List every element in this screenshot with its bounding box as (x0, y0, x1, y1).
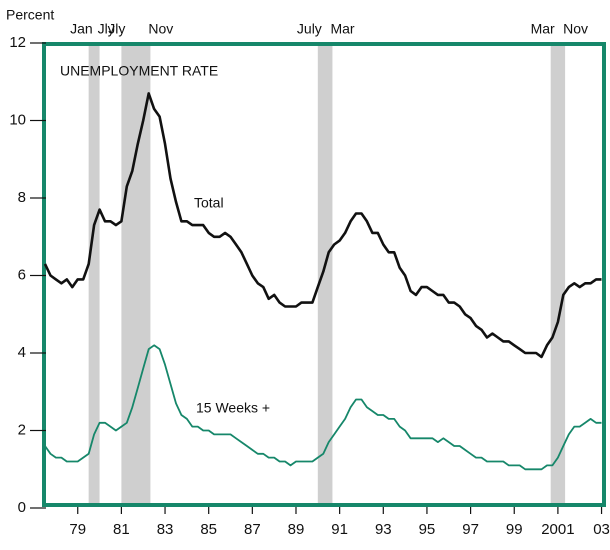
series-label: Total (194, 195, 224, 211)
y-tick-label: 6 (18, 266, 26, 283)
frame (42, 42, 606, 507)
recession-band (121, 44, 151, 505)
recession-end-label: Nov (148, 21, 173, 37)
series-line (43, 92, 602, 359)
x-tick-label: 97 (462, 521, 479, 538)
x-tick-label: 95 (419, 521, 436, 538)
x-tick-label: 93 (375, 521, 392, 538)
recession-end-label: Jly (98, 21, 115, 37)
recession-start-label: July (297, 21, 322, 37)
recession-band (550, 44, 566, 505)
series-label: 15 Weeks + (196, 400, 270, 416)
x-tick-label: 79 (69, 521, 86, 538)
y-tick-label: 0 (18, 499, 26, 516)
x-tick-label: 85 (200, 521, 217, 538)
recession-band (317, 44, 333, 505)
x-tick-label: 99 (506, 521, 523, 538)
x-tick-label: 91 (331, 521, 348, 538)
x-tick-label: 03 (593, 521, 610, 538)
chart-title: UNEMPLOYMENT RATE (60, 63, 218, 79)
x-tick-label: 83 (157, 521, 174, 538)
x-tick-label: 2001 (541, 521, 574, 538)
recession-start-label: Mar (531, 21, 555, 37)
x-tick-label: 87 (244, 521, 261, 538)
y-tick-label: 2 (18, 421, 26, 438)
series-line (44, 344, 602, 471)
y-tick-label: 12 (9, 34, 26, 51)
recession-start-label: Jan (70, 21, 93, 37)
x-tick-label: 81 (113, 521, 130, 538)
recession-band (88, 44, 100, 505)
recession-start-label: Jly (108, 21, 125, 37)
recession-end-label: Nov (563, 21, 588, 37)
y-axis-label: Percent (6, 7, 54, 23)
recession-end-label: Mar (330, 21, 354, 37)
y-tick-label: 4 (18, 344, 26, 361)
y-tick-label: 8 (18, 189, 26, 206)
x-tick-label: 89 (288, 521, 305, 538)
y-tick-label: 10 (9, 111, 26, 128)
